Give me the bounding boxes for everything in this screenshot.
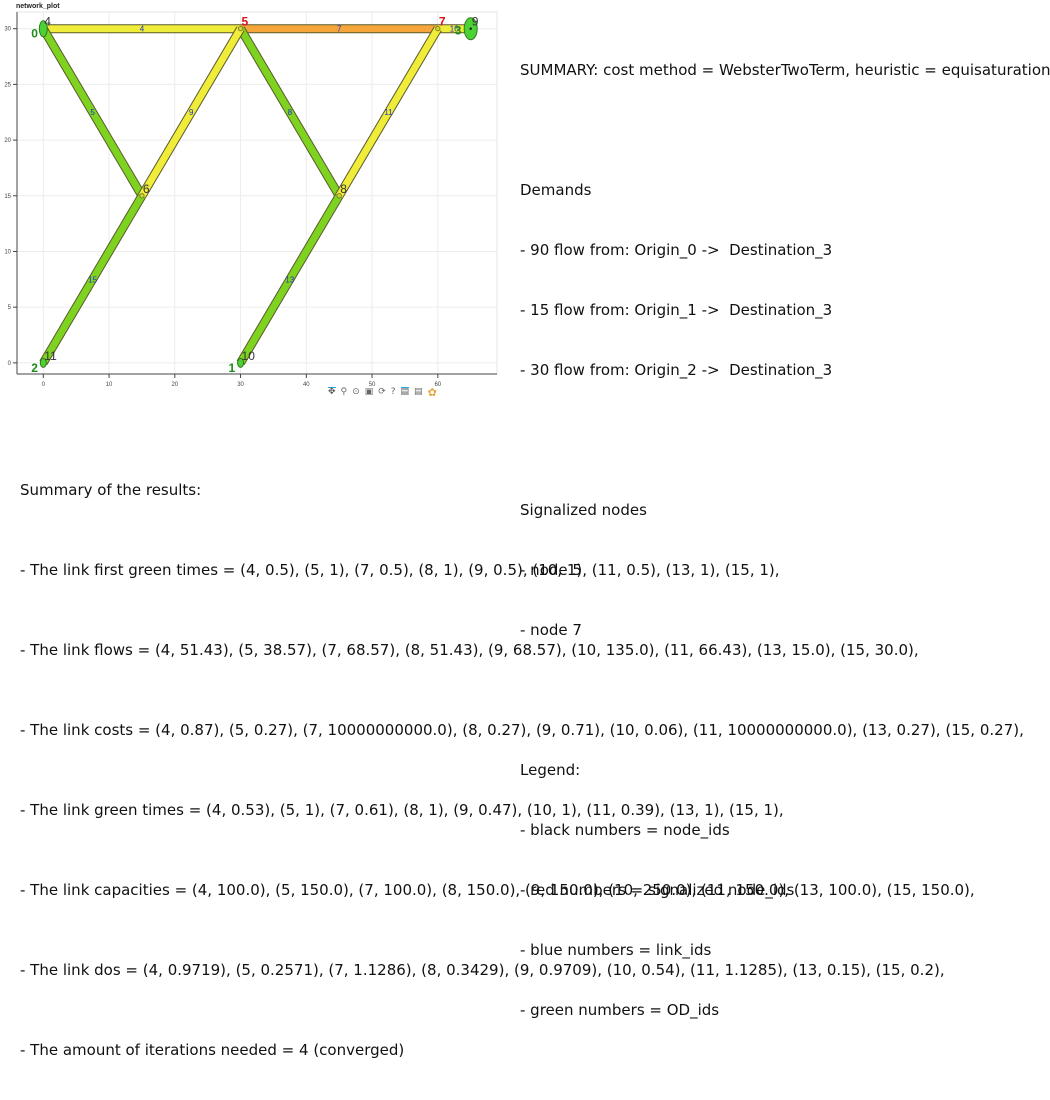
node-label-4: 4 bbox=[44, 15, 51, 29]
node-label-6: 6 bbox=[143, 182, 150, 196]
signalized-line: - node 5 bbox=[520, 561, 582, 579]
link-label-9: 9 bbox=[189, 108, 194, 117]
node-label-11: 11 bbox=[44, 349, 57, 363]
x-tick-label: 40 bbox=[303, 382, 310, 388]
signalized-line: - node 7 bbox=[520, 621, 582, 639]
od-label-3: 3 bbox=[455, 24, 462, 38]
results-panel: Summary of the results: - The link first… bbox=[20, 440, 1024, 1100]
y-tick-label: 10 bbox=[4, 249, 11, 255]
y-tick-label: 0 bbox=[8, 361, 12, 367]
od-marker-1 bbox=[237, 357, 245, 368]
link-label-7: 7 bbox=[337, 25, 342, 34]
x-tick-label: 50 bbox=[369, 382, 376, 388]
od-center-dot bbox=[469, 27, 472, 30]
bokeh-logo-icon: ✿ bbox=[427, 385, 437, 399]
y-tick-label: 20 bbox=[4, 138, 11, 144]
hover-tool-2-icon[interactable]: ▤ bbox=[414, 386, 423, 397]
node-marker-7 bbox=[435, 26, 441, 32]
link-label-8: 8 bbox=[288, 108, 293, 117]
summary-header: SUMMARY: cost method = WebsterTwoTerm, h… bbox=[520, 61, 1050, 79]
link-11 bbox=[336, 26, 441, 198]
y-tick-label: 5 bbox=[8, 305, 12, 311]
results-title: Summary of the results: bbox=[20, 481, 202, 499]
result-line: - The link costs = (4, 0.87), (5, 0.27),… bbox=[20, 721, 1024, 739]
help-tool-icon[interactable]: ? bbox=[390, 386, 396, 397]
demand-line: - 30 flow from: Origin_2 -> Destination_… bbox=[520, 361, 833, 379]
zoom-tool-icon[interactable]: ⚲ bbox=[340, 386, 348, 397]
y-tick-label: 30 bbox=[4, 27, 11, 33]
link-label-11: 11 bbox=[384, 108, 393, 117]
result-line: - The link flows = (4, 51.43), (5, 38.57… bbox=[20, 641, 919, 659]
result-line: - The link first green times = (4, 0.5),… bbox=[20, 561, 780, 579]
pan-tool-icon[interactable]: ✥ bbox=[328, 387, 336, 397]
node-label-5: 5 bbox=[242, 15, 249, 29]
wheel-zoom-tool-icon[interactable]: ⊙ bbox=[352, 386, 360, 397]
result-line: - The link capacities = (4, 100.0), (5, … bbox=[20, 881, 975, 899]
y-tick-label: 15 bbox=[4, 194, 11, 200]
plot-title: network_plot bbox=[16, 3, 60, 10]
x-tick-label: 0 bbox=[42, 382, 46, 388]
link-13 bbox=[237, 194, 343, 365]
demand-line: - 15 flow from: Origin_1 -> Destination_… bbox=[520, 301, 833, 319]
node-label-8: 8 bbox=[340, 182, 347, 196]
node-label-9: 9 bbox=[472, 15, 479, 29]
result-line: - The amount of iterations needed = 4 (c… bbox=[20, 1041, 405, 1059]
link-label-13: 13 bbox=[285, 275, 294, 284]
od-marker-2 bbox=[39, 357, 47, 368]
link-8 bbox=[237, 26, 343, 198]
x-tick-label: 10 bbox=[106, 382, 113, 388]
y-tick-label: 25 bbox=[4, 82, 11, 88]
link-5 bbox=[40, 26, 145, 198]
link-label-15: 15 bbox=[88, 275, 97, 284]
node-marker-6 bbox=[139, 193, 145, 199]
link-label-4: 4 bbox=[140, 25, 145, 34]
link-9 bbox=[138, 26, 244, 198]
plot-frame bbox=[16, 11, 498, 375]
x-tick-label: 20 bbox=[171, 382, 178, 388]
link-label-5: 5 bbox=[90, 108, 95, 117]
result-line: - The link green times = (4, 0.53), (5, … bbox=[20, 801, 784, 819]
result-line: - The link dos = (4, 0.9719), (5, 0.2571… bbox=[20, 961, 945, 979]
demands-title: Demands bbox=[520, 181, 592, 199]
od-label-1: 1 bbox=[229, 361, 236, 375]
od-marker-0 bbox=[38, 20, 48, 38]
node-marker-8 bbox=[336, 193, 342, 199]
node-marker-5 bbox=[237, 26, 244, 32]
x-tick-label: 30 bbox=[237, 382, 244, 388]
demand-line: - 90 flow from: Origin_0 -> Destination_… bbox=[520, 241, 833, 259]
save-tool-icon[interactable]: ▣ bbox=[364, 386, 374, 397]
x-tick-label: 60 bbox=[434, 382, 441, 388]
reset-tool-icon[interactable]: ⟳ bbox=[378, 386, 386, 397]
link-15 bbox=[40, 194, 145, 365]
od-label-2: 2 bbox=[31, 361, 38, 375]
link-label-10: 10 bbox=[450, 25, 459, 34]
hover-tool-icon[interactable]: ▤ bbox=[400, 387, 410, 397]
node-label-7: 7 bbox=[439, 15, 446, 29]
od-label-0: 0 bbox=[31, 27, 38, 41]
node-label-10: 10 bbox=[242, 349, 256, 363]
plot-toolbar: ✥ ⚲ ⊙ ▣ ⟳? ▤ ▤ ✿ bbox=[328, 384, 437, 400]
signalized-title: Signalized nodes bbox=[520, 501, 647, 519]
